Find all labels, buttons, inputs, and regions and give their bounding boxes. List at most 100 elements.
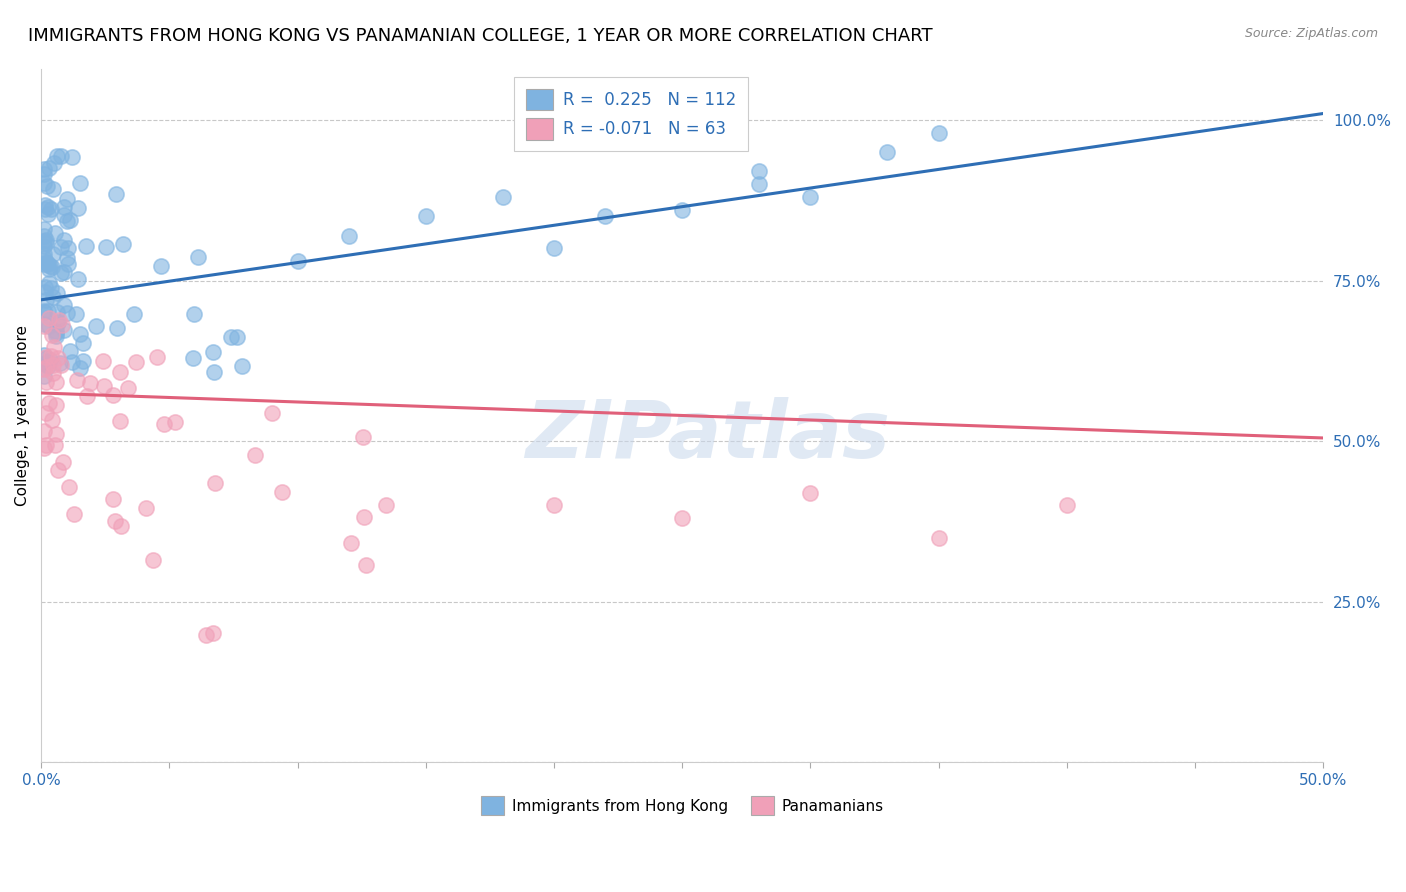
Point [32, 257, 55, 271]
Point [32, 221, 55, 235]
Point [337, 228, 360, 243]
Point [59, 344, 82, 359]
Point [44, 226, 66, 240]
Point [67, 201, 90, 215]
Point [46, 305, 69, 319]
Point [35, 350, 58, 364]
Point [66, 271, 89, 285]
Point [59, 212, 82, 227]
Point [32, 348, 55, 362]
Point [142, 553, 165, 567]
Point [35, 375, 58, 389]
Point [41, 327, 63, 342]
Point [53, 233, 76, 247]
Point [45, 324, 67, 338]
Point [58, 481, 80, 495]
Point [221, 329, 243, 343]
Text: ZIPatlas: ZIPatlas [526, 397, 890, 475]
Point [32, 251, 55, 265]
Point [52, 323, 75, 337]
Point [101, 491, 124, 506]
Point [69, 326, 91, 341]
Point [32, 319, 55, 334]
Point [35, 360, 58, 375]
Point [93, 379, 115, 393]
Point [415, 209, 437, 223]
Point [32, 318, 55, 332]
Point [45, 285, 67, 300]
Point [37, 304, 59, 318]
Point [183, 308, 205, 322]
Point [353, 510, 375, 524]
Point [55, 252, 77, 266]
Point [49, 266, 72, 280]
Point [53, 208, 76, 222]
Point [38, 277, 60, 291]
Point [42, 156, 65, 170]
Point [34, 357, 56, 371]
Point [231, 359, 253, 373]
Point [340, 536, 363, 550]
Point [39, 350, 62, 364]
Point [876, 145, 898, 159]
Point [65, 306, 87, 320]
Point [287, 254, 309, 268]
Point [42, 290, 65, 304]
Point [356, 558, 378, 572]
Point [32, 304, 55, 318]
Point [34, 202, 56, 216]
Point [35, 354, 58, 368]
Point [41, 413, 63, 427]
Point [48, 463, 70, 477]
Point [72, 336, 94, 351]
Point [45, 426, 67, 441]
Point [79, 376, 101, 391]
Point [45, 375, 67, 389]
Point [671, 202, 693, 217]
Point [72, 354, 94, 368]
Point [76, 389, 98, 403]
Point [46, 315, 69, 329]
Point [38, 318, 60, 333]
Point [748, 164, 770, 178]
Point [53, 265, 76, 279]
Point [32, 441, 55, 455]
Point [32, 162, 55, 177]
Legend: Immigrants from Hong Kong, Panamanians: Immigrants from Hong Kong, Panamanians [472, 788, 893, 824]
Point [66, 372, 89, 386]
Point [32, 362, 55, 376]
Point [34, 280, 56, 294]
Point [32, 239, 55, 253]
Point [165, 415, 187, 429]
Point [45, 326, 67, 340]
Point [35, 358, 58, 372]
Point [45, 149, 67, 163]
Point [187, 250, 209, 264]
Point [35, 351, 58, 366]
Point [63, 507, 86, 521]
Point [39, 280, 62, 294]
Point [35, 438, 58, 452]
Point [32, 234, 55, 248]
Point [38, 396, 60, 410]
Point [56, 257, 79, 271]
Point [117, 380, 139, 394]
Point [58, 241, 80, 255]
Point [44, 438, 66, 452]
Point [374, 498, 396, 512]
Point [75, 239, 97, 253]
Point [260, 405, 283, 419]
Point [96, 240, 118, 254]
Point [42, 182, 65, 196]
Point [42, 340, 65, 354]
Point [51, 358, 73, 372]
Y-axis label: College, 1 year or more: College, 1 year or more [15, 325, 30, 506]
Text: IMMIGRANTS FROM HONG KONG VS PANAMANIAN COLLEGE, 1 YEAR OR MORE CORRELATION CHAR: IMMIGRANTS FROM HONG KONG VS PANAMANIAN … [28, 27, 932, 45]
Point [38, 352, 60, 367]
Point [51, 318, 73, 332]
Point [122, 307, 145, 321]
Point [84, 319, 107, 334]
Point [49, 149, 72, 163]
Point [194, 628, 217, 642]
Point [38, 310, 60, 325]
